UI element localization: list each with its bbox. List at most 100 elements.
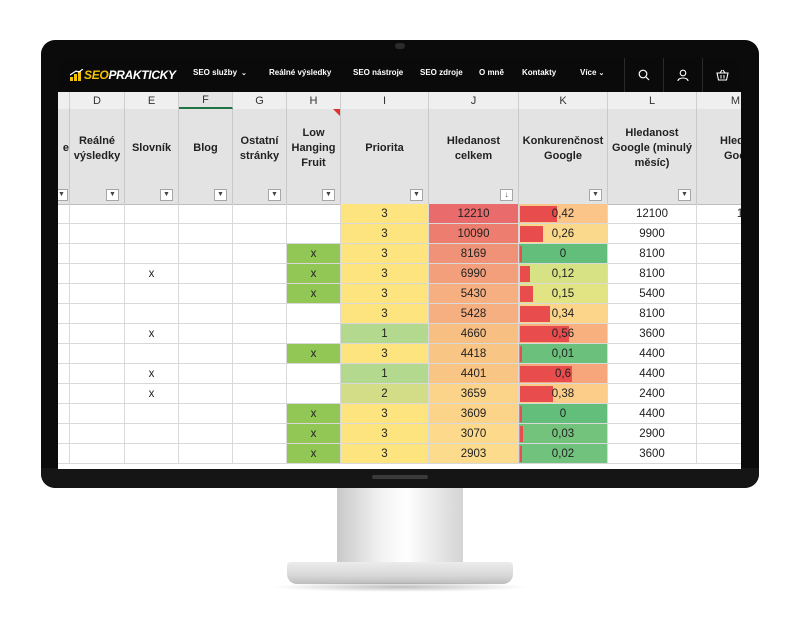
cell-konkurence[interactable]: 0,02 xyxy=(519,444,608,464)
column-header-k[interactable]: K xyxy=(519,92,608,109)
cell-blog[interactable] xyxy=(179,384,233,404)
cell-ostatni[interactable] xyxy=(233,284,287,304)
cell-low-hanging[interactable] xyxy=(287,364,341,384)
cell-priorita[interactable]: 3 xyxy=(341,264,429,284)
cell-konkurence[interactable]: 0,03 xyxy=(519,424,608,444)
cell-hledanost[interactable]: 6990 xyxy=(429,264,519,284)
cell-low-hanging[interactable]: x xyxy=(287,424,341,444)
cell-partial-right[interactable]: 99 xyxy=(697,224,741,244)
cell-hledanost[interactable]: 4418 xyxy=(429,344,519,364)
cell-blog[interactable] xyxy=(179,244,233,264)
cell-priorita[interactable]: 1 xyxy=(341,324,429,344)
search-button[interactable] xyxy=(624,58,663,92)
cell-ostatni[interactable] xyxy=(233,404,287,424)
filter-dropdown-icon[interactable]: ▼ xyxy=(160,189,173,201)
cell-slovnik[interactable]: x xyxy=(125,384,179,404)
cell-realne[interactable] xyxy=(70,404,125,424)
cell-hledanost[interactable]: 5428 xyxy=(429,304,519,324)
cell-realne[interactable] xyxy=(70,244,125,264)
cell-konkurence[interactable]: 0,12 xyxy=(519,264,608,284)
cell-ostatni[interactable] xyxy=(233,344,287,364)
cell-blog[interactable] xyxy=(179,284,233,304)
filter-dropdown-icon[interactable]: ▼ xyxy=(678,189,691,201)
cell-low-hanging[interactable]: x xyxy=(287,284,341,304)
cell-konkurence[interactable]: 0 xyxy=(519,244,608,264)
cell-slovnik[interactable] xyxy=(125,424,179,444)
cell-hledanost[interactable]: 2903 xyxy=(429,444,519,464)
cell-realne[interactable] xyxy=(70,364,125,384)
cell-priorita[interactable]: 2 xyxy=(341,384,429,404)
cell-slovnik[interactable] xyxy=(125,284,179,304)
cell-partial[interactable] xyxy=(58,224,70,244)
cell-minuly[interactable]: 8100 xyxy=(608,244,697,264)
cell-ostatni[interactable] xyxy=(233,244,287,264)
cell-ostatni[interactable] xyxy=(233,384,287,404)
filter-dropdown-icon[interactable]: ▼ xyxy=(214,189,227,201)
cell-partial-right[interactable]: 36 xyxy=(697,384,741,404)
column-header-g[interactable]: G xyxy=(233,92,287,109)
cell-low-hanging[interactable] xyxy=(287,384,341,404)
filter-dropdown-icon[interactable]: ▼ xyxy=(268,189,281,201)
cell-partial[interactable] xyxy=(58,244,70,264)
cell-ostatni[interactable] xyxy=(233,424,287,444)
cell-partial[interactable] xyxy=(58,404,70,424)
cell-konkurence[interactable]: 0,34 xyxy=(519,304,608,324)
cell-partial-right[interactable]: 44 xyxy=(697,284,741,304)
cell-realne[interactable] xyxy=(70,444,125,464)
cell-slovnik[interactable] xyxy=(125,404,179,424)
cell-partial-right[interactable]: 121 xyxy=(697,204,741,224)
cell-hledanost[interactable]: 12210 xyxy=(429,204,519,224)
filter-dropdown-icon[interactable]: ▼ xyxy=(589,189,602,201)
cell-low-hanging[interactable]: x xyxy=(287,444,341,464)
cell-partial-right[interactable]: 29 xyxy=(697,424,741,444)
cell-partial[interactable] xyxy=(58,264,70,284)
cell-ostatni[interactable] xyxy=(233,324,287,344)
cell-blog[interactable] xyxy=(179,404,233,424)
cell-hledanost[interactable]: 4660 xyxy=(429,324,519,344)
cell-slovnik[interactable]: x xyxy=(125,264,179,284)
cell-partial-right[interactable]: 66 xyxy=(697,264,741,284)
cell-priorita[interactable]: 3 xyxy=(341,204,429,224)
cell-blog[interactable] xyxy=(179,324,233,344)
cell-priorita[interactable]: 3 xyxy=(341,444,429,464)
cell-hledanost[interactable]: 10090 xyxy=(429,224,519,244)
site-logo[interactable]: SEOPRAKTICKY xyxy=(70,67,176,83)
column-header-e[interactable]: E xyxy=(125,92,179,109)
cell-slovnik[interactable]: x xyxy=(125,324,179,344)
cell-minuly[interactable]: 2900 xyxy=(608,424,697,444)
filter-dropdown-icon[interactable]: ▼ xyxy=(58,189,68,201)
cell-low-hanging[interactable] xyxy=(287,204,341,224)
cell-priorita[interactable]: 3 xyxy=(341,284,429,304)
cell-slovnik[interactable] xyxy=(125,304,179,324)
cell-blog[interactable] xyxy=(179,424,233,444)
cell-realne[interactable] xyxy=(70,284,125,304)
cell-ostatni[interactable] xyxy=(233,364,287,384)
cell-partial[interactable] xyxy=(58,324,70,344)
cell-konkurence[interactable]: 0,38 xyxy=(519,384,608,404)
cell-slovnik[interactable] xyxy=(125,244,179,264)
cell-ostatni[interactable] xyxy=(233,264,287,284)
cell-partial-right[interactable]: 29 xyxy=(697,444,741,464)
cell-realne[interactable] xyxy=(70,204,125,224)
cell-hledanost[interactable]: 3070 xyxy=(429,424,519,444)
cell-low-hanging[interactable]: x xyxy=(287,344,341,364)
cell-realne[interactable] xyxy=(70,224,125,244)
cell-ostatni[interactable] xyxy=(233,224,287,244)
cell-blog[interactable] xyxy=(179,304,233,324)
cell-partial[interactable] xyxy=(58,384,70,404)
cell-realne[interactable] xyxy=(70,424,125,444)
cell-realne[interactable] xyxy=(70,344,125,364)
cell-hledanost[interactable]: 3659 xyxy=(429,384,519,404)
cell-partial-right[interactable]: 44 xyxy=(697,324,741,344)
cell-minuly[interactable]: 4400 xyxy=(608,404,697,424)
account-button[interactable] xyxy=(663,58,702,92)
cell-priorita[interactable]: 3 xyxy=(341,244,429,264)
sort-descending-icon[interactable]: ↓ xyxy=(500,189,513,201)
cell-minuly[interactable]: 4400 xyxy=(608,344,697,364)
nav-seo-nastroje[interactable]: SEO nástroje xyxy=(353,68,404,77)
cell-blog[interactable] xyxy=(179,344,233,364)
column-header-i[interactable]: I xyxy=(341,92,429,109)
filter-dropdown-icon[interactable]: ▼ xyxy=(410,189,423,201)
cell-konkurence[interactable]: 0,01 xyxy=(519,344,608,364)
cell-partial[interactable] xyxy=(58,284,70,304)
